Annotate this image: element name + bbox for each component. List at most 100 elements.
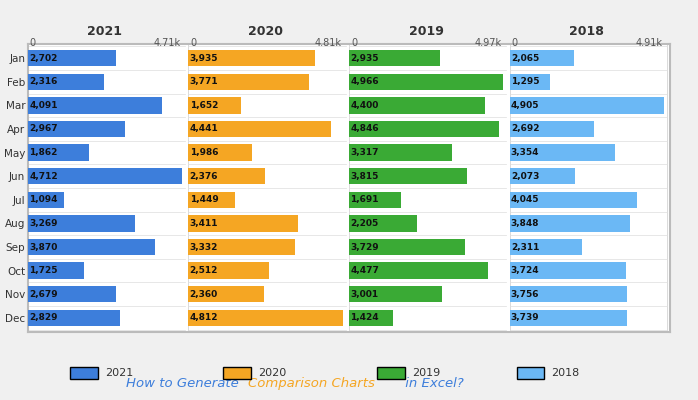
Text: 2019: 2019 <box>408 25 443 38</box>
Bar <box>349 144 452 161</box>
Text: 2018: 2018 <box>551 368 579 378</box>
Text: 2,967: 2,967 <box>29 124 58 134</box>
Text: 0: 0 <box>191 38 197 48</box>
Text: How to Generate: How to Generate <box>126 377 243 390</box>
Bar <box>28 192 64 208</box>
Bar <box>510 44 667 332</box>
Text: 2,935: 2,935 <box>350 54 379 63</box>
Bar <box>28 215 135 232</box>
Bar <box>188 50 315 66</box>
Text: 0: 0 <box>351 38 357 48</box>
Bar <box>188 74 309 90</box>
Bar <box>349 50 440 66</box>
Bar <box>28 286 116 302</box>
Text: 3,815: 3,815 <box>350 172 378 181</box>
Text: 3,935: 3,935 <box>190 54 218 63</box>
Bar <box>510 97 664 114</box>
Text: 4,712: 4,712 <box>29 172 58 181</box>
Bar <box>28 168 182 184</box>
Text: 4,400: 4,400 <box>350 101 378 110</box>
Bar <box>188 44 346 332</box>
Text: 3,739: 3,739 <box>511 313 540 322</box>
Bar <box>28 144 89 161</box>
Text: 1,295: 1,295 <box>511 77 540 86</box>
Text: 2,205: 2,205 <box>350 219 378 228</box>
Bar <box>510 144 615 161</box>
Text: 3,870: 3,870 <box>29 242 57 252</box>
Bar <box>349 97 485 114</box>
Bar <box>349 121 499 137</box>
Bar <box>188 168 265 184</box>
Bar <box>349 168 467 184</box>
Text: Comparison Charts: Comparison Charts <box>248 377 375 390</box>
Bar <box>510 310 627 326</box>
Bar <box>188 144 252 161</box>
Bar <box>349 74 503 90</box>
Text: 0: 0 <box>512 38 518 48</box>
Text: 1,725: 1,725 <box>29 266 58 275</box>
Text: 2,512: 2,512 <box>190 266 218 275</box>
Bar <box>349 286 442 302</box>
Text: 2,702: 2,702 <box>29 54 57 63</box>
Text: 3,269: 3,269 <box>29 219 58 228</box>
Bar <box>28 310 121 326</box>
Text: 2020: 2020 <box>248 25 283 38</box>
Text: 4.81k: 4.81k <box>314 38 341 48</box>
Bar <box>188 239 295 255</box>
Bar <box>28 50 117 66</box>
Text: 2,316: 2,316 <box>29 77 57 86</box>
Bar <box>188 286 264 302</box>
Text: 1,986: 1,986 <box>190 148 218 157</box>
Text: 4,966: 4,966 <box>350 77 379 86</box>
Bar <box>510 239 582 255</box>
Bar <box>510 121 594 137</box>
Bar <box>349 239 465 255</box>
Text: 3,001: 3,001 <box>350 290 378 299</box>
Text: 4.97k: 4.97k <box>475 38 502 48</box>
Text: 1,652: 1,652 <box>190 101 218 110</box>
Text: 4,091: 4,091 <box>29 101 58 110</box>
Text: 4,045: 4,045 <box>511 195 540 204</box>
Bar <box>510 168 574 184</box>
Bar <box>188 192 235 208</box>
Bar <box>349 262 488 279</box>
Bar <box>28 239 154 255</box>
Text: 0: 0 <box>30 38 36 48</box>
Text: 2,073: 2,073 <box>511 172 539 181</box>
Bar <box>28 262 84 279</box>
Bar <box>349 192 401 208</box>
Bar <box>188 310 343 326</box>
Bar <box>28 44 185 332</box>
Text: 1,449: 1,449 <box>190 195 218 204</box>
Text: 2,360: 2,360 <box>190 290 218 299</box>
Text: 2019: 2019 <box>412 368 440 378</box>
Bar <box>28 97 162 114</box>
Bar <box>510 74 550 90</box>
Bar <box>510 262 626 279</box>
Text: 3,332: 3,332 <box>190 242 218 252</box>
Bar <box>349 310 393 326</box>
Bar <box>28 74 104 90</box>
Text: 2,829: 2,829 <box>29 313 58 322</box>
Text: 3,317: 3,317 <box>350 148 379 157</box>
Text: 4,812: 4,812 <box>190 313 218 322</box>
Text: 2,679: 2,679 <box>29 290 58 299</box>
Text: 2,311: 2,311 <box>511 242 539 252</box>
Bar <box>349 215 417 232</box>
Bar <box>28 121 125 137</box>
Bar <box>188 97 242 114</box>
Text: 2018: 2018 <box>569 25 604 38</box>
Text: 2,692: 2,692 <box>511 124 540 134</box>
Text: 4,477: 4,477 <box>350 266 379 275</box>
Text: 1,094: 1,094 <box>29 195 58 204</box>
Text: 4.91k: 4.91k <box>635 38 662 48</box>
Text: 2020: 2020 <box>258 368 286 378</box>
Text: 2021: 2021 <box>87 25 122 38</box>
Bar <box>510 286 628 302</box>
Text: 3,411: 3,411 <box>190 219 218 228</box>
Bar <box>188 262 269 279</box>
Text: 1,424: 1,424 <box>350 313 379 322</box>
Bar <box>188 121 331 137</box>
Text: 1,862: 1,862 <box>29 148 57 157</box>
Text: 3,354: 3,354 <box>511 148 540 157</box>
